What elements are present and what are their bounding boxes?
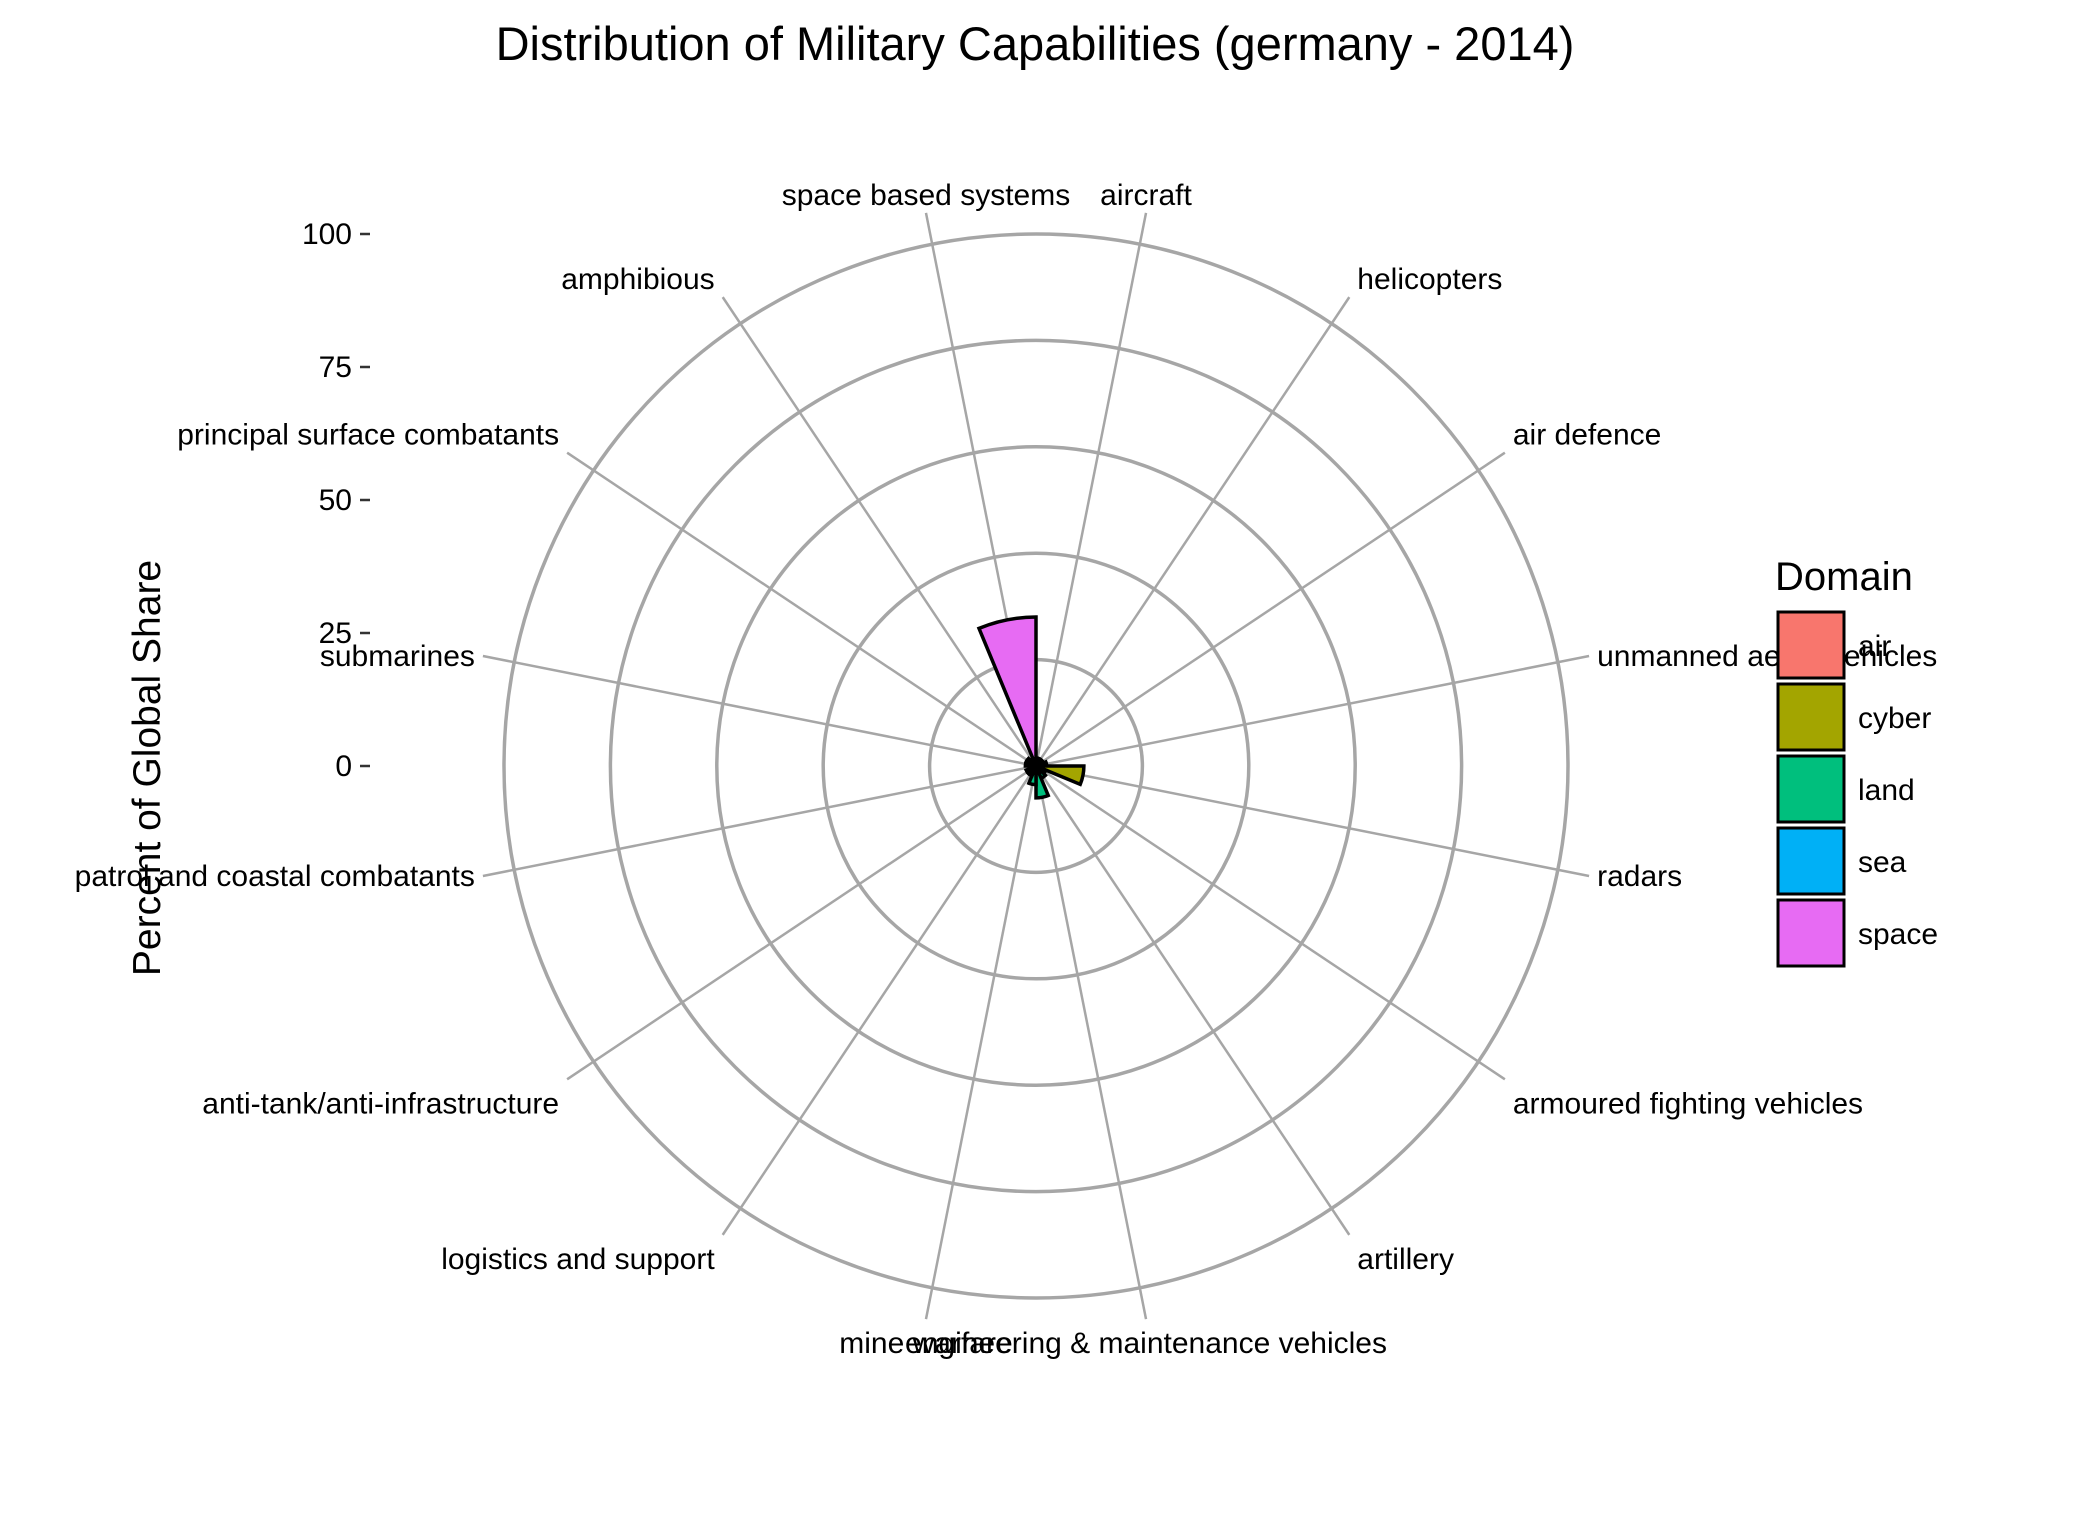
grid-spoke <box>1035 764 1590 878</box>
legend-title: Domain <box>1775 555 1913 599</box>
grid-ring <box>715 445 1357 1087</box>
legend-key-air <box>1776 610 1846 680</box>
y-tick-label: 25 <box>319 617 352 650</box>
chart-title: Distribution of Military Capabilities (g… <box>496 17 1575 70</box>
legend-key-space <box>1776 898 1846 968</box>
category-label: logistics and support <box>441 1243 715 1276</box>
category-label: unmanned aerial vehicles <box>1597 640 1937 673</box>
grid-spoke <box>566 764 1037 1081</box>
category-label: engineering & maintenance vehicles <box>905 1327 1387 1360</box>
grid-spoke <box>1034 765 1351 1236</box>
grid-spoke <box>924 765 1038 1320</box>
category-label: patrol and coastal combatants <box>75 860 475 893</box>
category-label: radars <box>1597 860 1682 893</box>
legend-key-land <box>1776 754 1846 824</box>
grid-spoke <box>482 764 1037 878</box>
grid-spoke <box>721 765 1038 1236</box>
grid-spoke <box>482 654 1037 768</box>
grid-ring <box>502 232 1570 1300</box>
legend-label-sea: sea <box>1858 846 1907 879</box>
grid-ring <box>608 338 1464 1194</box>
bar-space-based-systems <box>976 615 1038 767</box>
category-label: aircraft <box>1100 179 1192 212</box>
category-label: artillery <box>1357 1243 1454 1276</box>
legend-label-cyber: cyber <box>1858 702 1931 735</box>
grid-spoke <box>1035 654 1590 768</box>
bar-group <box>976 615 1086 800</box>
category-label: space based systems <box>782 179 1070 212</box>
legend-key-sea <box>1776 826 1846 896</box>
grid-spoke <box>566 451 1037 768</box>
y-tick-label: 0 <box>335 750 352 783</box>
legend-label-air: air <box>1858 630 1891 663</box>
grid-ring <box>821 551 1251 981</box>
category-labels: aircraft helicopters air defence unmanned a… <box>75 179 1938 1360</box>
grid-spoke <box>1035 451 1506 768</box>
legend: Domain air cyber land sea space <box>1775 555 1938 968</box>
legend-key-cyber <box>1776 682 1846 752</box>
category-label: anti-tank/anti-infrastructure <box>202 1087 559 1120</box>
legend-label-land: land <box>1858 774 1915 807</box>
y-axis-label: Percent of Global Share <box>126 560 169 976</box>
legend-label-space: space <box>1858 918 1938 951</box>
y-tick-label: 50 <box>319 484 352 517</box>
category-label: mine warfare <box>839 1327 1012 1360</box>
grid-spoke <box>1035 764 1506 1081</box>
category-label: armoured fighting vehicles <box>1513 1087 1863 1120</box>
category-label: helicopters <box>1357 263 1502 296</box>
category-label: principal surface combatants <box>177 419 559 452</box>
y-tick-label: 100 <box>302 218 352 251</box>
bar-radars <box>1035 764 1086 787</box>
bar-engineering-maintenance-vehicles <box>1034 765 1051 800</box>
grid-spoke <box>1034 296 1351 767</box>
grid-spoke <box>1034 765 1148 1320</box>
category-label: amphibious <box>561 263 714 296</box>
category-label: submarines <box>320 640 475 673</box>
y-axis: 0 25 50 75 100 <box>302 218 370 783</box>
grid-spoke <box>1034 212 1148 767</box>
grid-spoke <box>721 296 1038 767</box>
y-tick-label: 75 <box>319 351 352 384</box>
category-label: air defence <box>1513 419 1661 452</box>
